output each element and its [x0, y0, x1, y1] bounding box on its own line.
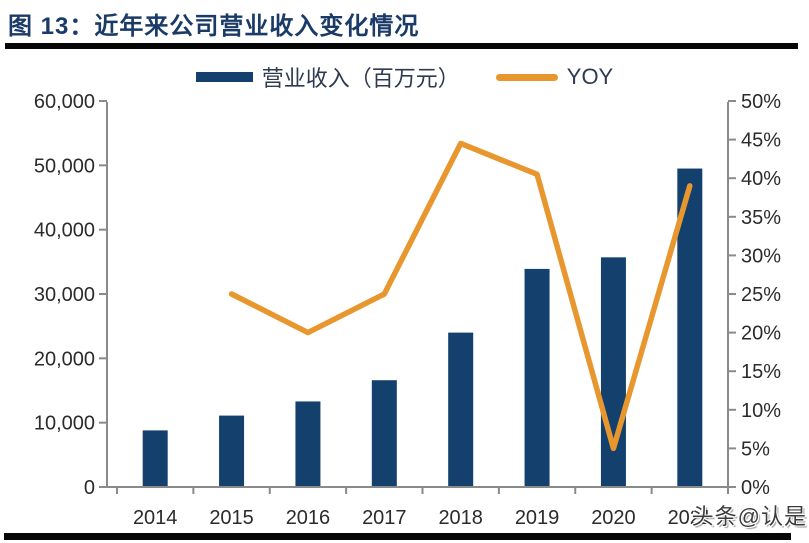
right-axis-tick-label: 15% — [741, 361, 781, 383]
right-axis-tick-label: 10% — [741, 400, 781, 422]
bar-2016 — [295, 401, 321, 487]
bar-2017 — [371, 380, 397, 487]
right-axis-tick-label: 30% — [741, 245, 781, 267]
x-axis-label-2018: 2018 — [438, 507, 483, 529]
legend-label-yoy: YOY — [566, 64, 614, 89]
yoy-line-swatch-icon — [495, 73, 558, 81]
right-axis-tick-label: 25% — [741, 284, 781, 306]
x-axis-label-2019: 2019 — [515, 507, 560, 529]
left-axis-tick-label: 20,000 — [34, 348, 95, 370]
x-axis-label-2017: 2017 — [362, 507, 407, 529]
x-axis-label-2020: 2020 — [591, 507, 636, 529]
title-divider — [5, 43, 798, 49]
figure-title: 图 13：近年来公司营业收入变化情况 — [8, 13, 420, 40]
chart-legend: 营业收入（百万元） YOY — [0, 63, 809, 91]
left-axis-tick-label: 10,000 — [34, 413, 95, 435]
legend-item-revenue: 营业收入（百万元） — [195, 61, 460, 93]
bar-2015 — [219, 415, 245, 487]
right-axis-tick-label: 50% — [741, 91, 781, 113]
left-axis-tick-label: 50,000 — [34, 155, 95, 177]
x-axis-label-2016: 2016 — [286, 507, 331, 529]
x-axis-label-2014: 2014 — [133, 507, 178, 529]
bar-2018 — [448, 332, 474, 487]
right-axis-tick-label: 35% — [741, 207, 781, 229]
bar-2020 — [600, 257, 626, 487]
legend-label-revenue: 营业收入（百万元） — [261, 66, 460, 91]
x-axis-label-2015: 2015 — [209, 507, 254, 529]
left-axis-tick-label: 60,000 — [34, 91, 95, 113]
left-axis-tick-label: 40,000 — [34, 220, 95, 242]
left-axis-tick-label: 30,000 — [34, 284, 95, 306]
watermark: 头条@认是 — [691, 504, 807, 529]
bar-2019 — [524, 268, 550, 487]
right-axis-tick-label: 20% — [741, 323, 781, 345]
bar-2014 — [142, 430, 168, 487]
x-axis-label-2021: 2021 — [668, 507, 713, 529]
revenue-bar-swatch-icon — [195, 72, 253, 82]
bottom-divider — [4, 533, 791, 540]
right-axis-tick-label: 5% — [741, 438, 770, 460]
legend-item-yoy: YOY — [495, 64, 614, 90]
right-axis-tick-label: 40% — [741, 168, 781, 190]
right-axis-tick-label: 0% — [741, 477, 770, 499]
left-axis-tick-label: 0 — [84, 477, 95, 499]
right-axis-tick-label: 45% — [741, 130, 781, 152]
yoy-line — [228, 140, 693, 452]
